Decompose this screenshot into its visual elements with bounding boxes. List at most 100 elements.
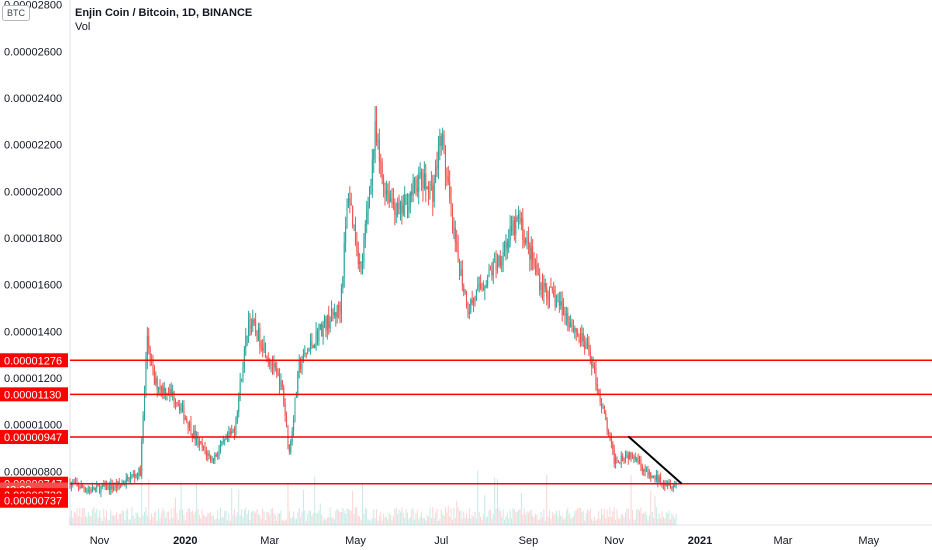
candle-body: [210, 455, 212, 461]
candle-body: [363, 239, 365, 262]
candle-body: [460, 269, 462, 276]
candle-body: [238, 395, 240, 413]
candle-body: [388, 193, 390, 203]
candle-body: [234, 429, 236, 435]
candle-body: [443, 134, 445, 149]
candle-body: [162, 385, 164, 394]
volume-bar: [502, 509, 504, 525]
candle-body: [156, 378, 158, 390]
candle-body: [557, 301, 559, 303]
volume-bar: [435, 512, 437, 525]
volume-bar: [107, 519, 109, 525]
volume-bar: [567, 507, 569, 525]
candle-body: [96, 485, 98, 488]
candle-body: [633, 456, 635, 458]
trendline: [627, 435, 683, 485]
candle-body: [398, 203, 400, 210]
volume-bar: [80, 517, 82, 525]
volume-bar: [475, 518, 477, 525]
volume-bar: [658, 512, 660, 525]
volume-bar: [601, 508, 603, 525]
candle-body: [287, 426, 289, 446]
volume-bar: [579, 507, 581, 525]
candle-body: [153, 368, 155, 384]
candle-body: [440, 136, 442, 146]
y-tick-label: 0.00000800: [4, 466, 62, 478]
candle-body: [108, 485, 110, 491]
volume-bar: [488, 510, 490, 525]
candle-body: [357, 251, 359, 265]
volume-bar: [411, 509, 413, 525]
volume-bar: [655, 507, 657, 525]
candle-body: [471, 299, 473, 304]
candle-body: [546, 287, 548, 298]
candle-body: [567, 313, 569, 323]
candle-body: [103, 484, 105, 487]
volume-bar: [176, 513, 178, 525]
candle-body: [444, 148, 446, 176]
candle-body: [117, 481, 119, 488]
x-tick-label: Mar: [773, 535, 792, 547]
candle-body: [491, 270, 493, 276]
volume-bar: [189, 508, 191, 525]
volume-bar: [212, 515, 214, 525]
candle-body: [294, 397, 296, 421]
candle-body: [522, 218, 524, 240]
volume-bar: [127, 508, 129, 525]
volume-bar: [620, 514, 622, 525]
volume-bar: [338, 510, 340, 525]
volume-bar: [79, 507, 81, 525]
volume-bar: [328, 517, 330, 525]
y-tick-label: 0.00002600: [4, 46, 62, 58]
volume-bar: [484, 495, 486, 525]
candle-body: [674, 485, 676, 487]
volume-bar: [309, 510, 311, 525]
volume-bar: [509, 509, 511, 525]
candle-body: [595, 367, 597, 385]
candle-body: [305, 352, 307, 354]
candle-body: [387, 190, 389, 194]
candle-body: [484, 286, 486, 290]
volume-bar: [134, 518, 136, 525]
candle-body: [163, 388, 165, 394]
volume-bar: [478, 512, 480, 525]
volume-bar: [526, 511, 528, 525]
candle-body: [394, 204, 396, 215]
candle-body: [138, 467, 140, 478]
candle-body: [104, 483, 106, 487]
volume-bar: [581, 512, 583, 525]
candle-body: [174, 400, 176, 403]
candle-body: [581, 333, 583, 343]
candle-body: [589, 351, 591, 358]
candle-body: [574, 328, 576, 331]
candle-body: [229, 431, 231, 434]
volume-bar: [456, 500, 458, 525]
volume-bar: [149, 519, 151, 525]
candle-body: [312, 345, 314, 348]
volume-bar: [250, 512, 252, 525]
y-tick-label: 0.00001400: [4, 326, 62, 338]
candle-body: [612, 442, 614, 450]
volume-bar: [381, 520, 383, 525]
volume-bar: [221, 516, 223, 525]
volume-bar: [556, 510, 558, 525]
candle-body: [487, 277, 489, 286]
volume-bar: [589, 508, 591, 525]
candle-body: [406, 194, 408, 211]
volume-bar: [388, 512, 390, 525]
candle-body: [650, 472, 652, 478]
volume-bar: [332, 517, 334, 525]
candle-body: [318, 329, 320, 341]
level-price-tag: [0, 387, 68, 402]
volume-bar: [225, 510, 227, 525]
volume-bar: [586, 509, 588, 525]
candle-body: [160, 385, 162, 391]
symbol-title[interactable]: Enjin Coin / Bitcoin, 1D, BINANCE: [75, 7, 253, 19]
y-tick-label: 0.00002200: [4, 140, 62, 152]
volume-bar: [122, 510, 124, 525]
candle-body: [504, 250, 506, 253]
volume-bar: [359, 516, 361, 525]
volume-bar: [113, 516, 115, 525]
